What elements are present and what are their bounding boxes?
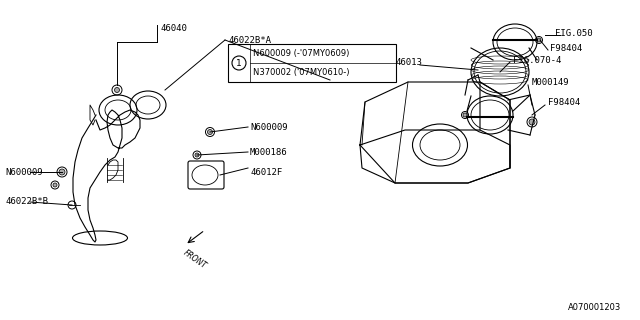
- Text: FIG.050: FIG.050: [555, 28, 593, 37]
- Text: FIG.070-4: FIG.070-4: [513, 55, 561, 65]
- Circle shape: [537, 38, 541, 42]
- Text: 1: 1: [236, 59, 242, 68]
- Text: N600009: N600009: [250, 123, 287, 132]
- Text: 46012F: 46012F: [250, 167, 282, 177]
- Text: 46022B*B: 46022B*B: [5, 197, 48, 206]
- Circle shape: [529, 119, 535, 125]
- Text: N370002 ('07MY0610-): N370002 ('07MY0610-): [253, 68, 349, 77]
- Text: 46040: 46040: [160, 23, 187, 33]
- Text: A070001203: A070001203: [568, 303, 621, 312]
- Text: M000186: M000186: [250, 148, 287, 156]
- Text: M000149: M000149: [532, 77, 570, 86]
- Text: 46022B*A: 46022B*A: [228, 36, 271, 44]
- Text: F98404: F98404: [548, 98, 580, 107]
- Text: N600009: N600009: [5, 167, 43, 177]
- Circle shape: [53, 183, 57, 187]
- Circle shape: [115, 87, 120, 92]
- Circle shape: [59, 169, 65, 175]
- Circle shape: [463, 113, 467, 117]
- Circle shape: [195, 153, 199, 157]
- Text: F98404: F98404: [550, 44, 582, 52]
- FancyBboxPatch shape: [228, 44, 396, 82]
- Circle shape: [207, 130, 212, 134]
- Text: FRONT: FRONT: [182, 248, 208, 270]
- Text: N600009 (-'07MY0609): N600009 (-'07MY0609): [253, 49, 349, 58]
- Text: 46013: 46013: [395, 58, 422, 67]
